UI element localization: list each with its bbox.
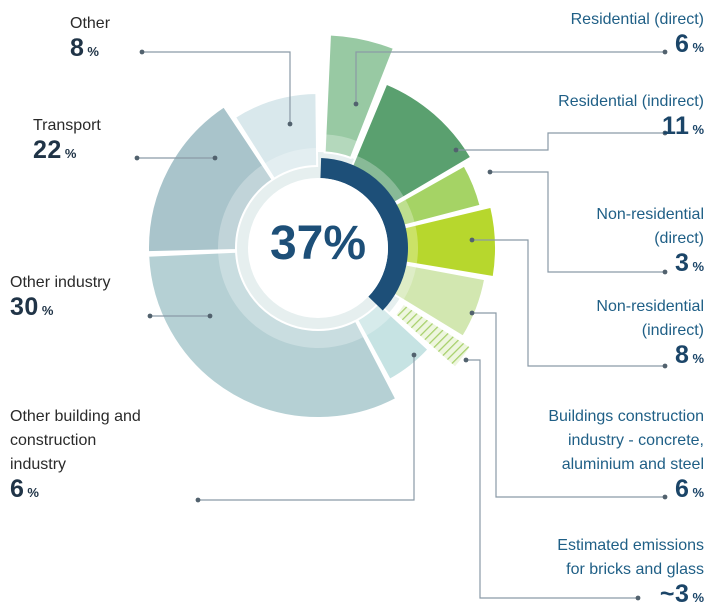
chart-slices (147, 33, 497, 419)
leader-nonresidential-direct (490, 171, 665, 273)
label-other-industry: Other industry 30% (10, 274, 111, 321)
leader-dot (147, 313, 153, 319)
leader-dot (453, 147, 459, 153)
leader-dot (287, 121, 293, 127)
label-residential-direct: Residential (direct) 6% (570, 11, 704, 58)
leader-dot (469, 310, 475, 316)
slice-other (233, 91, 319, 181)
label-residential-indirect: Residential (indirect) 11% (558, 93, 704, 140)
leader-dot (134, 155, 140, 161)
leader-dot (139, 49, 145, 55)
leader-bricks-glass (466, 359, 638, 599)
label-nonresidential-direct: Non-residential (direct) 3% (596, 206, 704, 277)
slice-inner-band (357, 303, 392, 336)
slice-inner-band (218, 164, 273, 251)
label-nonresidential-indirect: Non-residential (indirect) 8% (596, 298, 704, 369)
slice-inner-band (218, 251, 365, 349)
leader-dot (487, 169, 493, 175)
label-other-building: Other building and construction industry… (10, 408, 141, 503)
slice-other-industry (147, 250, 398, 419)
leader-dot (662, 494, 668, 500)
slice-residential-direct (323, 33, 396, 160)
buildings-share-arc (320, 158, 409, 311)
leader-residential-indirect (456, 132, 665, 151)
leader-dot (212, 155, 218, 161)
leader-dot (195, 497, 201, 503)
leader-dot (207, 313, 213, 319)
label-bricks-glass: Estimated emissions for bricks and glass… (557, 537, 704, 608)
leader-construction (472, 312, 665, 498)
leader-dot (353, 101, 359, 107)
leader-dot (469, 237, 475, 243)
slice-estimated-emissions-for-bricks-and-glass (393, 302, 473, 370)
leader-dot (635, 595, 641, 601)
slice-transport (147, 105, 275, 254)
leader-dot (662, 49, 668, 55)
leader-dot (662, 363, 668, 369)
slice-other-building-and-construction-industry (355, 302, 430, 382)
center-disc (248, 178, 388, 318)
label-transport: Transport 22% (33, 117, 101, 164)
label-other: Other 8% (70, 15, 111, 62)
leader-nonresidential-indirect (472, 239, 665, 367)
leader-lines (134, 49, 668, 601)
leader-other (142, 51, 291, 124)
leader-residential-direct (355, 51, 665, 104)
slice-inner-band (264, 148, 318, 179)
leader-dot (463, 357, 469, 363)
slice-inner-band (324, 134, 358, 158)
center-percentage: 37% (269, 217, 367, 270)
leader-dot (662, 269, 668, 275)
leader-dot (662, 130, 668, 136)
label-construction-industry: Buildings construction industry - concre… (548, 408, 704, 503)
leader-other-building (198, 355, 415, 501)
leader-dot (411, 352, 417, 358)
